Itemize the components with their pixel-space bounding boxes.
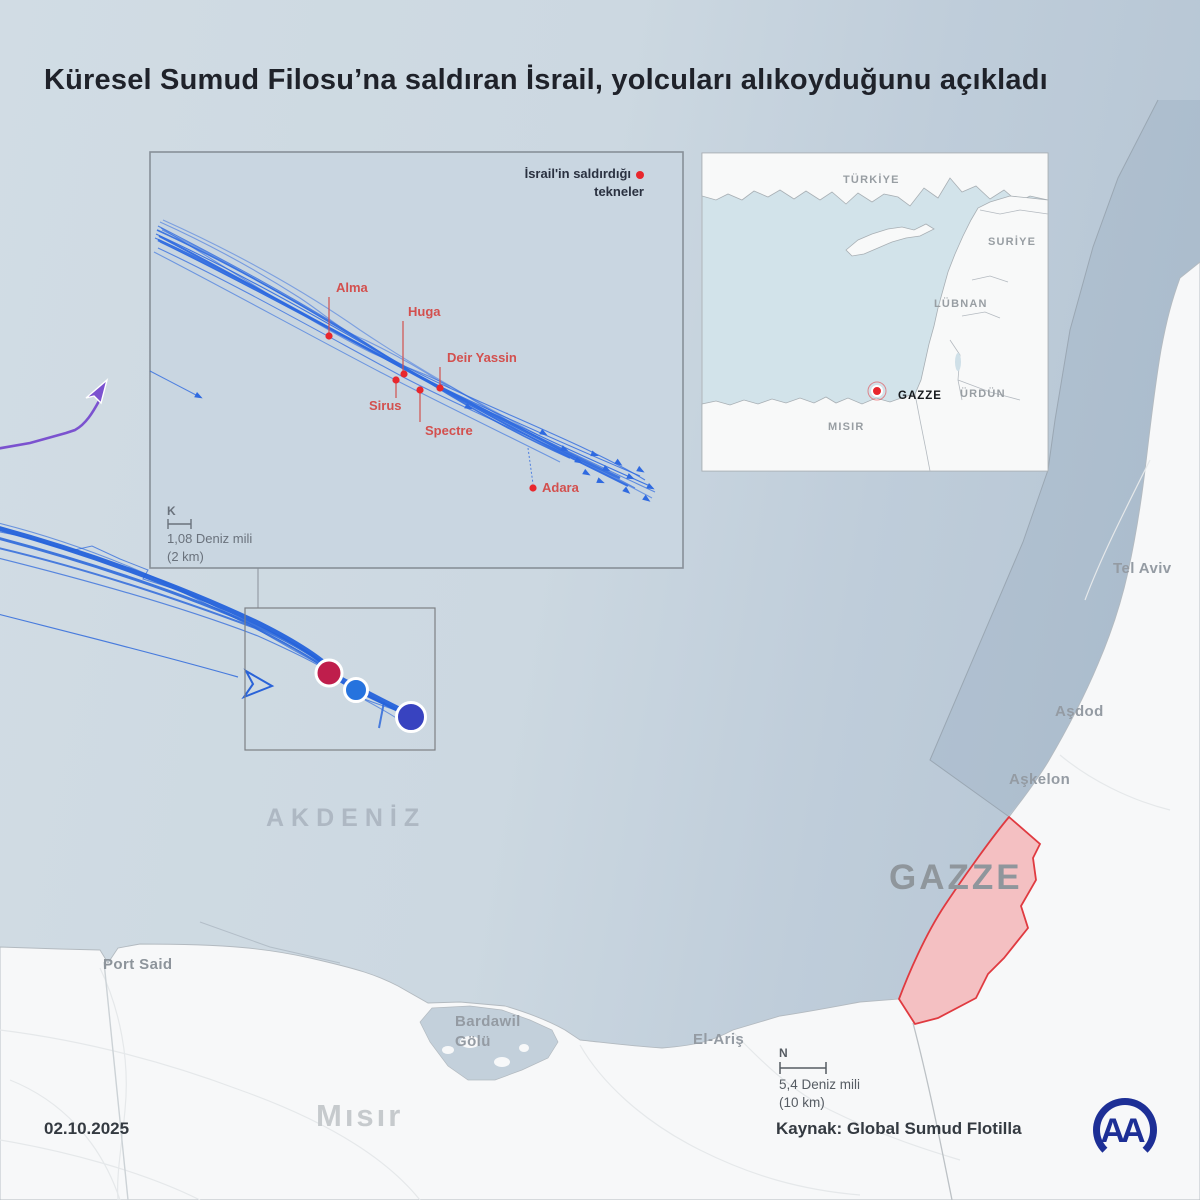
inset-legend: İsrail'in saldırdığı tekneler <box>498 165 644 201</box>
locator-turkey <box>701 152 1049 207</box>
date-label: 02.10.2025 <box>44 1119 130 1138</box>
inset-north-letter: K <box>167 504 176 518</box>
locator-label-turkiye: TÜRKİYE <box>843 174 900 186</box>
locator-label-suriye: SURİYE <box>988 236 1037 248</box>
attack-point-sirus <box>392 376 400 384</box>
attack-point-spectre <box>416 386 424 394</box>
main-scale-bar <box>779 1062 827 1074</box>
city-label-tel-aviv: Tel Aviv <box>1113 560 1172 577</box>
attack-points <box>325 332 537 492</box>
locator-label-lubnan: LÜBNAN <box>934 298 988 310</box>
attack-point-alma <box>325 332 333 340</box>
track-arrowheads-inset <box>194 392 655 502</box>
aa-logo-letters: AA <box>1100 1111 1145 1151</box>
city-label-el-aris: El-Ariş <box>693 1031 745 1048</box>
city-label-askelon: Aşkelon <box>1009 771 1071 788</box>
attack-leader-lines <box>328 297 441 422</box>
boat-label-alma: Alma <box>336 280 368 295</box>
legend-line2: tekneler <box>594 184 644 200</box>
locator-levant-egypt <box>701 195 1049 472</box>
boat-label-adara: Adara <box>542 480 579 495</box>
marker-crimson <box>314 658 344 688</box>
main-scale-miles: 5,4 Deniz mili <box>779 1077 861 1092</box>
locator-label-urdun: ÜRDÜN <box>960 388 1006 400</box>
aa-logo-arc-icon <box>1093 1098 1157 1162</box>
marker-navy <box>395 701 427 733</box>
maritime-boundaries <box>199 99 1159 964</box>
source-label: Kaynak: Global Sumud Flotilla <box>776 1119 1022 1138</box>
locator-event-marker <box>871 385 883 397</box>
boat-label-spectre: Spectre <box>425 423 473 438</box>
page-title: Küresel Sumud Filosu’na saldıran İsrail,… <box>44 64 1048 96</box>
detail-inset <box>149 151 684 569</box>
locator-borders <box>914 209 1049 472</box>
egypt-label: Mısır <box>316 1098 404 1133</box>
suez-canal-line <box>103 961 129 1200</box>
flotilla-position-markers <box>314 658 427 733</box>
territorial-waters-band <box>930 100 1200 816</box>
gaza-label: GAZZE <box>889 858 1023 897</box>
attack-point-deir-yassin <box>436 384 444 392</box>
legend-line1: İsrail'in saldırdığı <box>524 166 631 181</box>
diverted-course-purple <box>0 378 109 450</box>
egypt-israel-border <box>912 1022 953 1200</box>
flotilla-tracks-inset <box>149 219 656 499</box>
main-scale-km: (10 km) <box>779 1095 825 1110</box>
bardawil-lagoon <box>419 1005 559 1081</box>
attacked-boat-dot-icon <box>636 170 644 179</box>
track-arrowhead-open <box>241 668 275 700</box>
attack-point-adara <box>529 484 537 492</box>
locator-label-gazze: GAZZE <box>898 390 942 402</box>
flotilla-tracks-main <box>0 522 407 729</box>
boat-label-huga: Huga <box>408 304 441 319</box>
city-label-port-said: Port Said <box>103 956 173 973</box>
locator-event-marker-halo <box>867 381 887 401</box>
road-lines <box>0 459 1171 1200</box>
sea-label-akdeniz: AKDENİZ <box>266 804 427 832</box>
inset-scale-bar <box>167 519 192 529</box>
lake-label-bardawil: Bardawil Gölü <box>455 1013 521 1051</box>
gaza-strip-polygon <box>897 815 1042 1026</box>
aa-agency-logo: AA <box>1090 1096 1157 1162</box>
main-north-letter: N <box>779 1046 788 1060</box>
attack-point-huga <box>400 370 408 378</box>
boat-label-deir-yassin: Deir Yassin <box>447 350 517 365</box>
zoom-area-rectangle <box>244 607 436 751</box>
locator-dead-sea <box>955 353 961 371</box>
inset-scale-km: (2 km) <box>167 549 204 564</box>
boat-label-sirus: Sirus <box>369 398 402 413</box>
city-label-asdod: Aşdod <box>1055 703 1104 720</box>
locator-inset <box>701 152 1049 472</box>
inset-scale-miles: 1,08 Deniz mili <box>167 531 253 546</box>
locator-label-misir: MISIR <box>828 421 865 433</box>
locator-cyprus <box>845 223 935 257</box>
marker-blue <box>343 677 369 703</box>
